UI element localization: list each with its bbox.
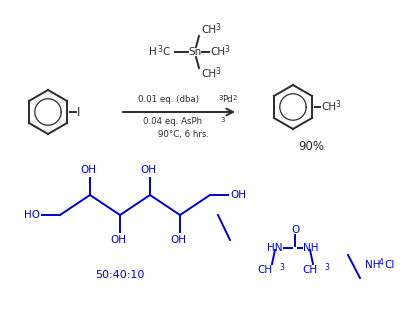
Text: 3: 3 [279, 263, 284, 272]
Text: 0.01 eq. (dba): 0.01 eq. (dba) [138, 95, 200, 105]
Text: 3: 3 [218, 95, 222, 101]
Text: OH: OH [80, 165, 96, 175]
Text: Pd: Pd [222, 95, 233, 105]
Text: HO: HO [24, 210, 40, 220]
Text: 3: 3 [324, 263, 329, 272]
Text: 3: 3 [335, 100, 340, 109]
Text: CH: CH [302, 265, 318, 275]
Text: 90%: 90% [298, 140, 324, 154]
Text: I: I [77, 105, 80, 119]
Text: 3: 3 [157, 45, 162, 54]
Text: NH: NH [303, 243, 318, 253]
Text: OH: OH [230, 190, 246, 200]
Text: CH: CH [201, 25, 216, 35]
Text: 0.04 eq. AsPh: 0.04 eq. AsPh [144, 118, 202, 126]
Text: CH: CH [321, 102, 336, 112]
Text: C: C [162, 47, 169, 57]
Text: OH: OH [170, 235, 186, 245]
Text: 90°C, 6 hrs.: 90°C, 6 hrs. [158, 129, 208, 139]
Text: NH: NH [365, 260, 380, 270]
Text: 3: 3 [215, 67, 220, 76]
Text: HN: HN [267, 243, 282, 253]
Text: 3: 3 [224, 45, 229, 54]
Text: OH: OH [110, 235, 126, 245]
Text: CH: CH [210, 47, 225, 57]
Text: CH: CH [258, 265, 272, 275]
Text: 4: 4 [379, 258, 384, 267]
Text: CH: CH [201, 69, 216, 79]
Text: Sn: Sn [188, 47, 202, 57]
Text: H: H [149, 47, 157, 57]
Text: 2: 2 [233, 95, 237, 101]
Text: 3: 3 [215, 23, 220, 32]
Text: 3: 3 [220, 117, 224, 123]
Text: O: O [291, 225, 299, 235]
Text: 50:40:10: 50:40:10 [95, 270, 145, 280]
Text: OH: OH [140, 165, 156, 175]
Text: Cl: Cl [384, 260, 394, 270]
